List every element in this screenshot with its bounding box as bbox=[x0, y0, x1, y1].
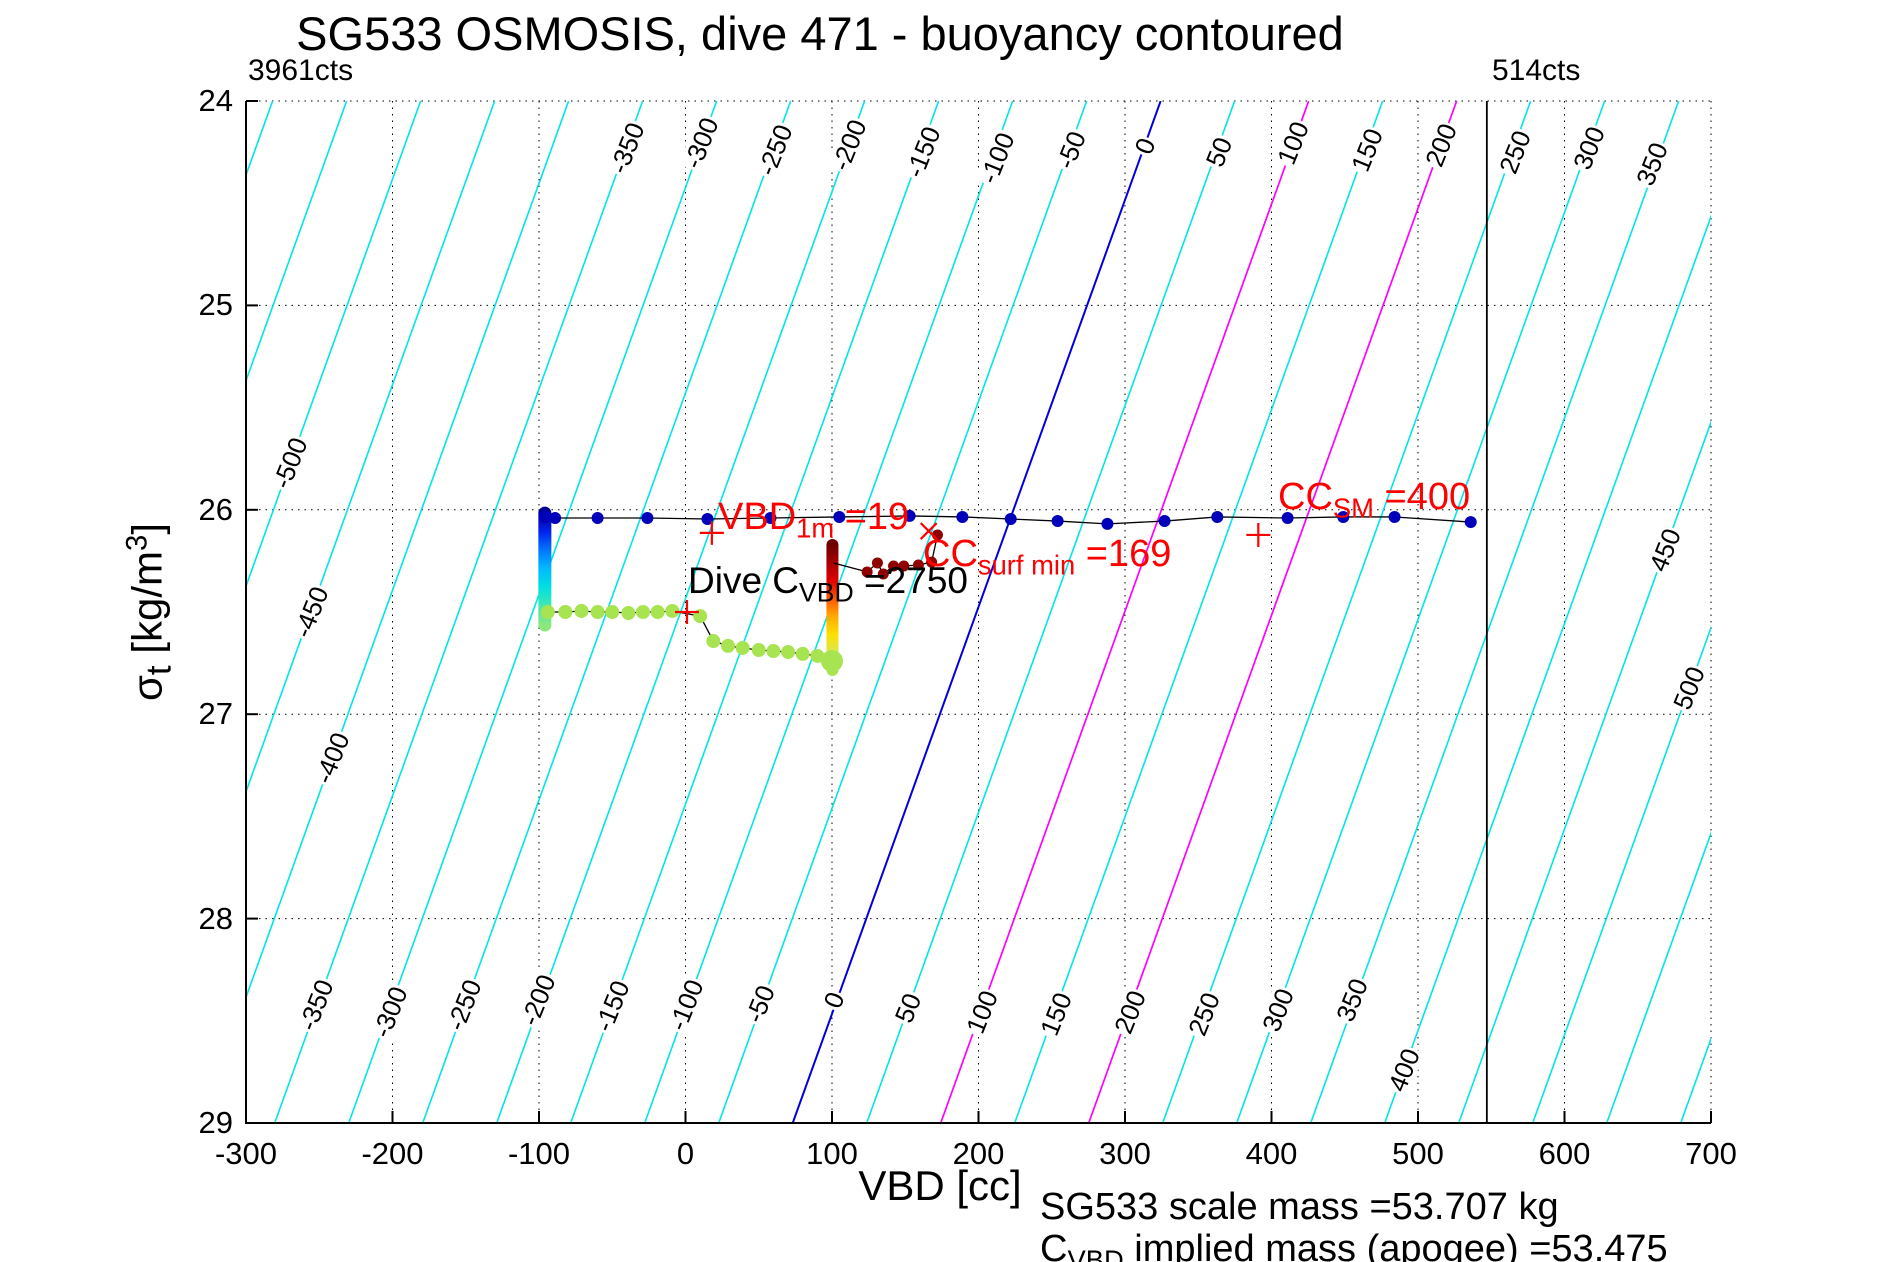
x-tick-label: 300 bbox=[1099, 1136, 1151, 1171]
surface_track-point bbox=[538, 510, 551, 523]
apogee_track_darkred-point bbox=[871, 557, 883, 569]
surface_track-point bbox=[1158, 515, 1171, 528]
surface_track-point bbox=[1337, 510, 1350, 523]
surface_track-point bbox=[1211, 510, 1224, 523]
footer-scale-mass: SG533 scale mass =53.707 kg bbox=[1040, 1186, 1559, 1228]
x-tick-label: 700 bbox=[1685, 1136, 1737, 1171]
dive_track_green-point bbox=[751, 643, 766, 658]
y-tick-label: 28 bbox=[198, 900, 233, 936]
dive_track_green-point bbox=[621, 606, 636, 621]
annotation-dive-cvbd: Dive CVBD =2750 bbox=[688, 560, 968, 608]
x-tick-label: 0 bbox=[676, 1136, 695, 1171]
surface_track-point bbox=[833, 510, 846, 523]
surface_track-point bbox=[641, 511, 654, 524]
contour-line--300 bbox=[347, 101, 718, 1123]
apogee_track_darkred-point bbox=[861, 566, 873, 578]
plus-marker bbox=[1246, 522, 1271, 547]
plus-marker bbox=[699, 520, 724, 545]
dive_track_green-point bbox=[590, 605, 605, 619]
dive_track_green-point bbox=[574, 603, 589, 618]
y-tick-label: 27 bbox=[198, 696, 233, 732]
contour-line--150 bbox=[569, 101, 940, 1123]
apogee_track_darkred-point bbox=[888, 560, 900, 572]
contour-line-150 bbox=[1013, 101, 1384, 1123]
annotation-vbd-1m: VBD1m =19 bbox=[718, 496, 910, 544]
apogee_track_darkred-point bbox=[877, 568, 889, 580]
y-tick-label: 29 bbox=[198, 1105, 233, 1140]
surface_track-point bbox=[1464, 516, 1477, 529]
dive_track_green-point bbox=[706, 634, 721, 649]
surface_track-point bbox=[1051, 515, 1064, 528]
surface_track-point bbox=[591, 511, 604, 524]
contour-line--400 bbox=[246, 101, 570, 1000]
dive_track_green-point bbox=[735, 640, 750, 655]
dive_track_green-point bbox=[650, 605, 665, 619]
contour-line-550 bbox=[1605, 830, 1711, 1123]
surface_track-point bbox=[1004, 512, 1017, 525]
contour-line--500 bbox=[246, 101, 422, 589]
x-tick-label: 200 bbox=[952, 1136, 1005, 1171]
contour-line-50 bbox=[865, 101, 1236, 1123]
contour-line--50 bbox=[717, 101, 1088, 1123]
contour-line-600 bbox=[1679, 1036, 1711, 1123]
contour-line-400 bbox=[1383, 214, 1711, 1123]
y-tick-label: 26 bbox=[198, 491, 233, 527]
y-tick-label: 25 bbox=[198, 287, 233, 323]
dive_track_green-point bbox=[540, 605, 555, 619]
x-axis-label: VBD [cc] bbox=[858, 1162, 1022, 1209]
contour-line--350 bbox=[273, 101, 644, 1123]
contour-lines bbox=[246, 101, 1711, 1123]
x-tick-label: 600 bbox=[1538, 1136, 1591, 1171]
contour-line-0 bbox=[791, 101, 1162, 1123]
y-axis-label: σt [kg/m3] bbox=[120, 522, 179, 702]
contour-line-250 bbox=[1161, 101, 1532, 1123]
x-tick-label: 400 bbox=[1245, 1136, 1298, 1171]
counts-label-left: 3961cts bbox=[248, 54, 354, 87]
x-tick-label: -200 bbox=[361, 1136, 424, 1171]
surface_track-point bbox=[1101, 517, 1114, 530]
x-tick-label: 100 bbox=[806, 1136, 858, 1171]
contour-line-350 bbox=[1309, 101, 1680, 1123]
contour-line-300 bbox=[1235, 101, 1606, 1123]
cross-marker bbox=[919, 522, 938, 540]
contour-line-500 bbox=[1531, 625, 1711, 1123]
y-tick-label: 24 bbox=[198, 83, 233, 118]
footer-implied-mass: CVBD implied mass (apogee) =53.475 bbox=[1040, 1228, 1668, 1262]
dive_track_green-point bbox=[781, 645, 796, 660]
dive_track_green-point bbox=[810, 648, 825, 663]
dive_track_green-point bbox=[795, 646, 810, 661]
x-tick-label: -300 bbox=[214, 1136, 278, 1171]
surface_track-line bbox=[544, 515, 1471, 525]
annotation-cc-surf-min: CCsurf min =169 bbox=[923, 533, 1172, 581]
plus-marker bbox=[674, 600, 699, 624]
dive_track_green-point bbox=[821, 650, 843, 673]
apogee_track_darkred-point bbox=[912, 559, 924, 571]
surface_track-point bbox=[956, 510, 969, 523]
surface_track-point bbox=[903, 509, 916, 522]
apogee_track_darkred-point bbox=[926, 556, 938, 568]
dive_track_green-point bbox=[605, 605, 620, 619]
contour-line-450 bbox=[1457, 419, 1711, 1123]
x-tick-label: 500 bbox=[1392, 1136, 1444, 1171]
surface_track-point bbox=[549, 511, 562, 524]
x-tick-label: -100 bbox=[507, 1136, 571, 1171]
dive_track_green-point bbox=[558, 605, 573, 619]
contour-line-100 bbox=[939, 101, 1310, 1123]
dive_track_green-point bbox=[665, 603, 680, 618]
apogee_track_darkred-point bbox=[898, 560, 910, 572]
contour-line--550 bbox=[246, 101, 348, 383]
surface_track-point bbox=[1281, 511, 1294, 524]
surface_track-point bbox=[1388, 510, 1401, 523]
dive_track_green-point bbox=[766, 644, 781, 659]
surface_track-point bbox=[701, 512, 714, 525]
surface_track-point bbox=[764, 511, 777, 524]
contour-line-200 bbox=[1087, 101, 1458, 1123]
dive_track_green-point bbox=[636, 605, 651, 619]
counts-label-right: 514cts bbox=[1492, 54, 1581, 87]
dive_track_green-point bbox=[720, 638, 735, 653]
chart-title: SG533 OSMOSIS, dive 471 - buoyancy conto… bbox=[296, 7, 1344, 60]
annotation-cc-sm: CCSM =400 bbox=[1278, 476, 1471, 524]
